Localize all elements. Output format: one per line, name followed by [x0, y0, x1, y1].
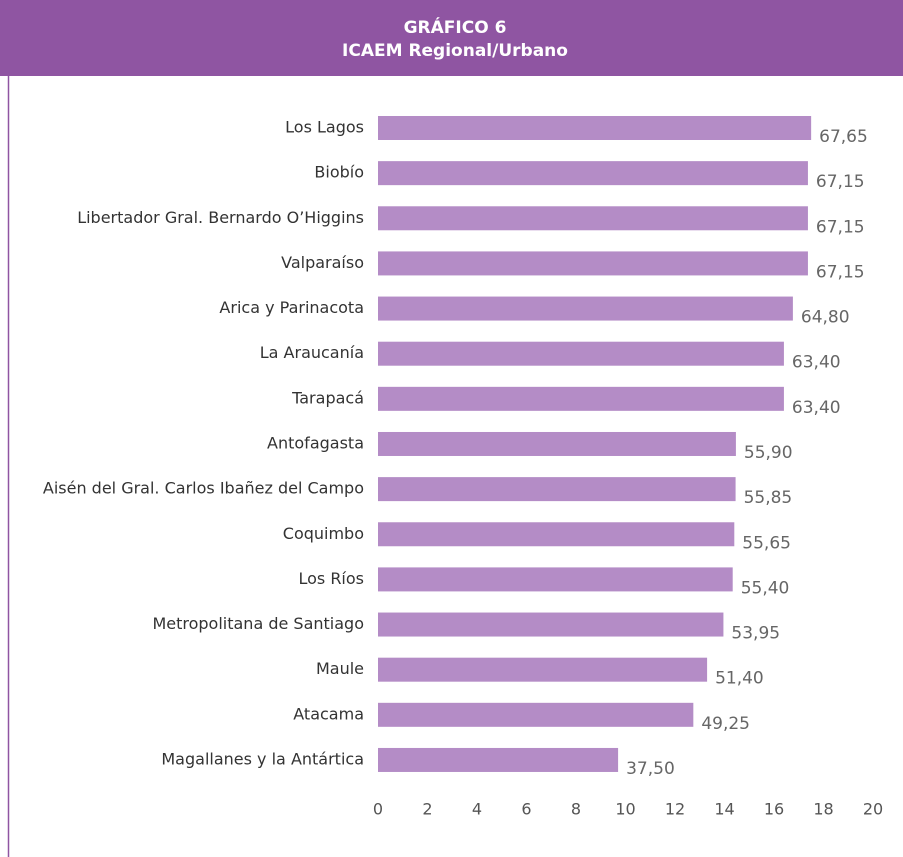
category-label: Los Lagos [285, 118, 364, 137]
category-label: Maule [316, 659, 364, 678]
value-label: 67,15 [816, 217, 865, 237]
value-label: 55,90 [744, 443, 793, 463]
x-tick-label: 12 [665, 800, 685, 819]
header-band [0, 0, 903, 76]
x-tick-label: 20 [863, 800, 883, 819]
category-label: Atacama [293, 704, 364, 723]
bar [378, 251, 808, 276]
x-tick-label: 4 [472, 800, 482, 819]
category-label: Antofagasta [267, 433, 364, 452]
bar [378, 747, 619, 772]
value-label: 67,15 [816, 172, 865, 192]
bar [378, 341, 784, 366]
category-label: Tarapacá [291, 388, 364, 407]
x-tick-label: 18 [813, 800, 833, 819]
bar [378, 702, 694, 727]
value-label: 63,40 [792, 398, 841, 418]
bar [378, 567, 733, 592]
category-label: Magallanes y la Antártica [161, 749, 364, 768]
category-label: Biobío [314, 163, 364, 182]
bar [378, 386, 784, 411]
value-label: 64,80 [801, 308, 850, 328]
category-label: Aisén del Gral. Carlos Ibañez del Campo [43, 479, 364, 498]
value-label: 67,65 [819, 127, 868, 147]
x-tick-label: 0 [373, 800, 383, 819]
x-tick-label: 14 [714, 800, 734, 819]
category-label: La Araucanía [260, 343, 364, 362]
value-label: 63,40 [792, 353, 841, 373]
value-label: 49,25 [701, 714, 750, 734]
category-label: Libertador Gral. Bernardo O’Higgins [77, 208, 364, 227]
bar [378, 161, 808, 186]
bar [378, 612, 724, 637]
bar [378, 296, 793, 321]
value-label: 55,65 [742, 533, 791, 553]
value-label: 53,95 [731, 624, 780, 644]
category-label: Valparaíso [281, 253, 364, 272]
bar [378, 206, 808, 231]
bar [378, 522, 735, 547]
category-label: Coquimbo [283, 524, 364, 543]
x-tick-label: 6 [521, 800, 531, 819]
bar [378, 477, 736, 502]
value-label: 55,85 [744, 488, 793, 508]
bar [378, 657, 708, 682]
bar [378, 116, 812, 140]
category-label: Arica y Parinacota [219, 298, 364, 317]
category-label: Los Ríos [298, 569, 364, 588]
value-label: 67,15 [816, 262, 865, 282]
chart-subtitle: ICAEM Regional/Urbano [342, 41, 568, 61]
value-label: 51,40 [715, 669, 764, 689]
bar [378, 431, 736, 456]
chart-title: GRÁFICO 6 [404, 16, 507, 38]
value-label: 55,40 [741, 578, 790, 598]
x-tick-label: 8 [571, 800, 581, 819]
x-tick-label: 16 [764, 800, 784, 819]
x-tick-label: 2 [422, 800, 432, 819]
category-label: Metropolitana de Santiago [152, 614, 364, 633]
x-tick-label: 10 [615, 800, 635, 819]
value-label: 37,50 [626, 759, 675, 779]
